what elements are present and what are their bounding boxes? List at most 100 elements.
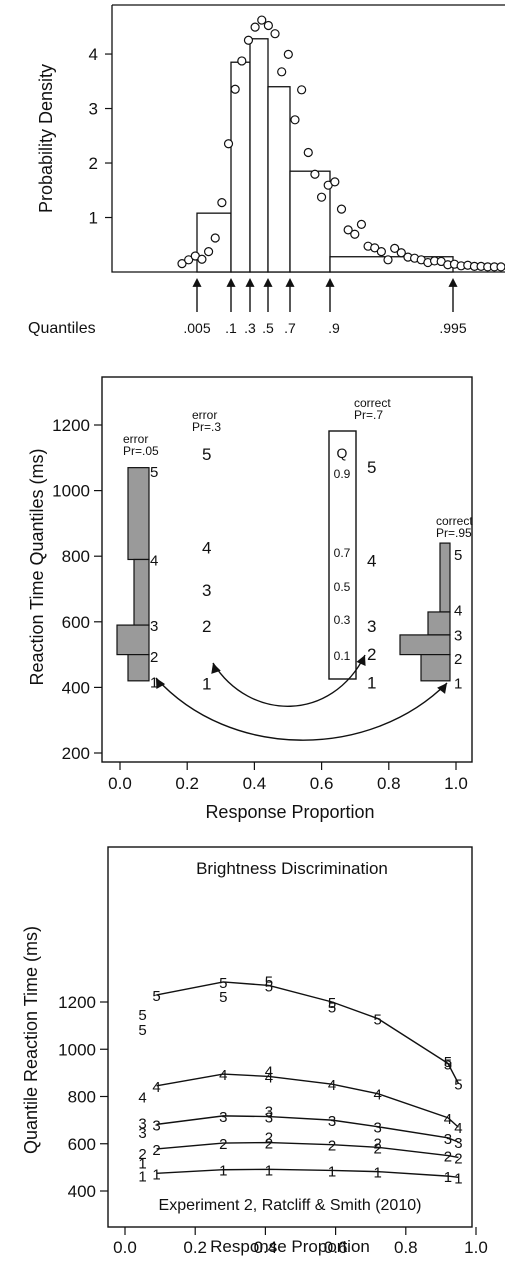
plot-frame	[107, 846, 473, 1228]
quantile-number: 3	[150, 618, 158, 635]
quantile-number: 4	[454, 603, 462, 620]
quantile-series-point: 4	[138, 1090, 146, 1107]
histogram-bar	[289, 170, 331, 273]
density-point	[230, 84, 240, 94]
x-tick-label: 0.0	[113, 1238, 137, 1257]
quantile-number: 2	[454, 651, 462, 668]
quantile-series-point: 5	[328, 995, 336, 1012]
quantile-series-point: 5	[219, 975, 227, 992]
quantile-label: .3	[244, 320, 256, 336]
histogram-bar	[249, 38, 269, 273]
quantile-series-point: 1	[219, 1163, 227, 1180]
density-point	[350, 229, 360, 239]
density-point	[257, 15, 267, 25]
quantile-series-point: 1	[374, 1165, 382, 1182]
quantile-series-point: 2	[219, 1136, 227, 1153]
quantile-number: 1	[367, 673, 376, 692]
quantile-series-point: 1	[138, 1169, 146, 1186]
density-point	[197, 254, 207, 264]
quantile-number: 2	[367, 645, 376, 664]
quantile-arrow-head	[448, 278, 458, 287]
x-tick-label: 0.4	[254, 1238, 278, 1257]
density-point	[336, 204, 347, 214]
quantile-arrow-head	[285, 278, 295, 287]
y-tick-label: 800	[68, 1088, 96, 1107]
quantile-point-label: 2	[374, 1136, 382, 1153]
quantile-series-point: 2	[454, 1150, 462, 1167]
density-point	[297, 85, 307, 95]
link-arrow-outer-head-left	[156, 678, 166, 689]
quantile-series-point: 1	[328, 1163, 336, 1180]
x-tick-label: 0.6	[324, 1238, 348, 1257]
group-label: correct	[436, 514, 473, 528]
quantile-number: 3	[202, 581, 211, 600]
quantile-series-point: 1	[152, 1166, 160, 1183]
quantile-arrow-head	[245, 278, 255, 287]
group-label: Pr=.05	[123, 444, 159, 458]
quantile-number: 1	[454, 675, 462, 692]
group-label: Pr=.95	[436, 526, 472, 540]
error-rt-histogram-bar	[127, 467, 150, 561]
x-tick-label: 0.8	[394, 1238, 418, 1257]
x-tick-label: 0.2	[175, 774, 199, 793]
quantile-series-point: 2	[444, 1149, 452, 1166]
quantile-label: .1	[225, 320, 237, 336]
quantile-series-line	[156, 1141, 459, 1159]
quantile-series-point: 4	[444, 1111, 452, 1128]
quantile-point-label: 5	[219, 989, 227, 1006]
density-point	[310, 169, 320, 179]
correct-rt-histogram-bar	[420, 653, 451, 682]
quantile-probability-schematic-panel: 0.0 0.2 0.4 0.6 0.8 1.0 200 400 600 800 1000 1200 Re…	[27, 376, 473, 822]
quantile-number: 2	[150, 649, 158, 666]
quantile-series-point: 3	[265, 1110, 273, 1127]
quantile-series-point: 5	[454, 1077, 462, 1094]
y-tick-label: 1000	[58, 1040, 96, 1059]
quantile-legend-value: 0.5	[334, 580, 351, 594]
quantile-point-label: 2	[265, 1130, 273, 1147]
link-arrow-inner	[212, 654, 366, 707]
group-label: error	[192, 408, 217, 422]
density-point	[370, 243, 380, 253]
quantile-series-point: 1	[444, 1169, 452, 1186]
quantile-series-point: 5	[374, 1012, 382, 1029]
quantile-series-point: 5	[152, 988, 160, 1005]
link-arrow-outer	[155, 677, 448, 741]
y-tick-label: 600	[62, 613, 90, 632]
y-tick-label: 1000	[52, 482, 90, 501]
quantile-arrow-head	[192, 278, 202, 287]
quantile-point-label: 4	[265, 1064, 273, 1081]
density-point	[290, 115, 300, 125]
x-tick-label: 0.4	[243, 774, 267, 793]
quantile-number: 5	[367, 458, 376, 477]
quantile-point-label: 5	[265, 974, 273, 991]
density-point	[210, 233, 220, 243]
group-label: error	[123, 432, 148, 446]
density-point	[303, 147, 313, 158]
density-point	[356, 219, 367, 230]
group-label: Pr=.7	[354, 408, 383, 422]
quantile-number: 1	[150, 674, 158, 691]
quantile-number: 5	[454, 547, 462, 564]
quantile-legend-box	[328, 430, 357, 680]
density-point	[383, 255, 393, 265]
density-point	[263, 20, 273, 31]
group-label: correct	[354, 396, 391, 410]
y-tick-label: 1200	[58, 993, 96, 1012]
quantile-number: 1	[202, 674, 211, 693]
source-annotation: Experiment 2, Ratcliff & Smith (2010)	[159, 1197, 422, 1214]
correct-rt-histogram-bar	[399, 634, 451, 656]
quantile-arrow-head	[263, 278, 273, 287]
quantile-number: 3	[454, 627, 462, 644]
quantile-point-label: 5	[138, 1022, 146, 1039]
x-tick-label: 0.6	[310, 774, 334, 793]
density-point	[223, 139, 234, 149]
quantile-number: 2	[202, 617, 211, 636]
quantile-series-point: 3	[454, 1135, 462, 1152]
histogram-bar	[267, 86, 291, 273]
quantile-series-line	[156, 1115, 459, 1143]
quantile-point-label: 5	[444, 1054, 452, 1071]
chart-title: Brightness Discrimination	[196, 859, 388, 878]
y-axis-title: Probability Density	[36, 64, 56, 213]
quantile-series-point: 4	[152, 1079, 160, 1096]
